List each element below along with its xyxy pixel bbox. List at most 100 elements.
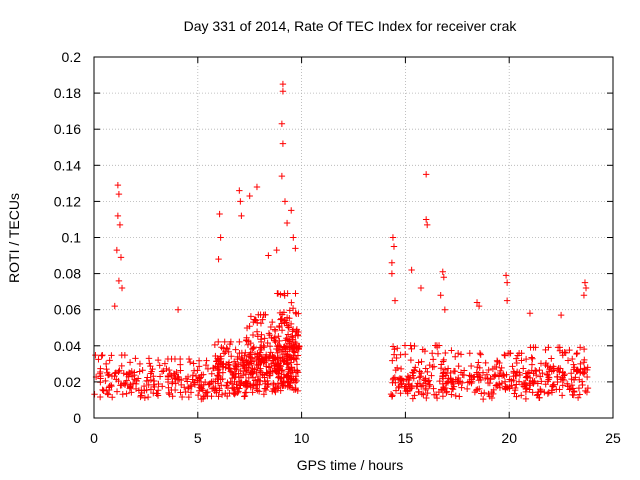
data-point bbox=[485, 366, 492, 374]
data-point bbox=[253, 328, 261, 335]
y-tick-label: 0.2 bbox=[62, 49, 82, 65]
data-point bbox=[554, 373, 561, 381]
data-point bbox=[274, 343, 281, 350]
data-point bbox=[520, 365, 527, 372]
data-point bbox=[387, 390, 395, 398]
data-point bbox=[195, 374, 203, 381]
data-point bbox=[535, 394, 543, 401]
data-point bbox=[186, 358, 194, 366]
data-point bbox=[506, 383, 513, 390]
data-point bbox=[275, 333, 282, 340]
data-point bbox=[408, 345, 415, 353]
data-point bbox=[108, 352, 115, 359]
data-point bbox=[474, 373, 481, 380]
data-point bbox=[235, 388, 242, 395]
data-point bbox=[404, 388, 411, 395]
data-point bbox=[393, 354, 400, 362]
data-point bbox=[495, 373, 503, 380]
data-point bbox=[436, 377, 443, 385]
data-point bbox=[549, 382, 556, 390]
data-point bbox=[478, 390, 485, 397]
data-point bbox=[104, 371, 112, 379]
data-point bbox=[527, 382, 534, 389]
data-point bbox=[437, 386, 445, 393]
x-tick-label: 20 bbox=[501, 430, 517, 446]
data-point bbox=[241, 352, 248, 359]
data-point bbox=[236, 385, 243, 392]
data-point bbox=[274, 369, 282, 377]
data-point bbox=[409, 395, 417, 402]
data-point bbox=[389, 234, 397, 241]
data-point bbox=[195, 357, 203, 364]
data-point bbox=[165, 389, 172, 397]
data-point bbox=[281, 290, 288, 297]
data-point bbox=[265, 252, 272, 259]
data-point bbox=[286, 383, 294, 391]
data-point bbox=[158, 368, 166, 375]
data-point bbox=[397, 381, 405, 388]
data-point bbox=[187, 382, 194, 390]
grid-lines bbox=[94, 57, 613, 418]
data-point bbox=[411, 392, 418, 399]
data-point bbox=[497, 367, 504, 375]
data-point bbox=[441, 306, 449, 313]
data-point bbox=[202, 361, 210, 369]
data-point bbox=[411, 367, 418, 374]
data-point bbox=[561, 349, 568, 356]
data-point bbox=[177, 361, 184, 368]
data-point bbox=[567, 370, 575, 377]
data-point bbox=[422, 171, 430, 178]
data-point bbox=[503, 279, 511, 286]
data-point bbox=[181, 384, 188, 391]
data-point bbox=[292, 309, 299, 316]
data-point bbox=[258, 331, 265, 338]
data-point bbox=[562, 349, 569, 357]
data-point bbox=[581, 356, 588, 364]
data-point bbox=[416, 368, 423, 375]
data-point bbox=[456, 393, 463, 400]
data-point bbox=[108, 394, 116, 401]
data-point bbox=[451, 367, 459, 375]
data-point bbox=[96, 393, 104, 401]
data-point bbox=[545, 344, 552, 351]
data-point bbox=[155, 380, 162, 388]
data-point bbox=[503, 371, 510, 378]
data-point bbox=[168, 372, 175, 379]
data-point bbox=[441, 366, 449, 373]
y-tick-label: 0.08 bbox=[54, 266, 81, 282]
data-point bbox=[475, 359, 482, 366]
data-point bbox=[147, 386, 155, 393]
data-point bbox=[477, 351, 484, 358]
data-point bbox=[118, 284, 126, 292]
data-point bbox=[455, 378, 463, 385]
data-point bbox=[405, 376, 413, 384]
data-point bbox=[273, 385, 281, 392]
data-point bbox=[204, 365, 212, 373]
data-point bbox=[575, 384, 583, 392]
data-point bbox=[481, 389, 488, 397]
data-point bbox=[164, 378, 172, 386]
data-point bbox=[274, 380, 282, 387]
data-point bbox=[197, 385, 205, 392]
data-point bbox=[417, 383, 425, 390]
data-point bbox=[579, 381, 586, 389]
data-point bbox=[570, 376, 578, 384]
data-point bbox=[232, 346, 239, 353]
data-point bbox=[420, 391, 427, 398]
data-point bbox=[105, 384, 113, 391]
data-point bbox=[459, 371, 466, 379]
data-point bbox=[244, 359, 251, 366]
data-points bbox=[91, 80, 592, 403]
data-point bbox=[258, 344, 265, 352]
data-point bbox=[419, 346, 426, 353]
data-point bbox=[251, 377, 259, 384]
data-point bbox=[442, 384, 449, 392]
data-point bbox=[117, 382, 124, 389]
data-point bbox=[555, 365, 562, 372]
data-point bbox=[189, 376, 196, 383]
data-point bbox=[242, 389, 250, 396]
data-point bbox=[498, 379, 506, 387]
data-point bbox=[215, 373, 222, 381]
data-point bbox=[424, 389, 431, 397]
data-point bbox=[417, 284, 425, 292]
